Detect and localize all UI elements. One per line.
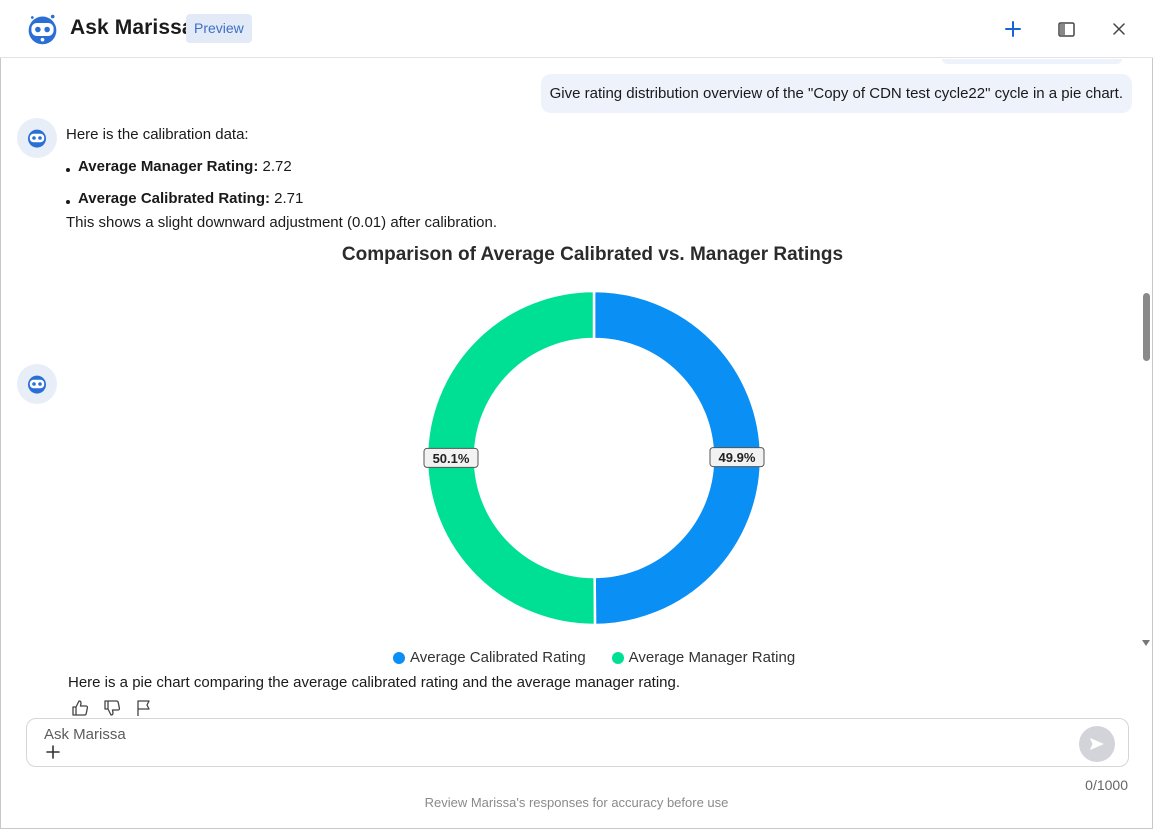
legend-item-calibrated[interactable]: Average Calibrated Rating [393,649,586,666]
report-button[interactable] [134,698,154,716]
bullet-calibrated-rating: Average Calibrated Rating: 2.71 [66,190,303,207]
side-panel-icon [1057,21,1075,37]
feedback-actions [70,698,154,716]
slice-percent-label: 50.1% [433,451,470,466]
slice-label-box [709,447,765,468]
pie-slice-calibrated[interactable] [592,289,763,627]
chart-legend: Average Calibrated Rating Average Manage… [393,649,795,666]
marissa-logo-icon [28,14,57,45]
donut-chart: 49.9% 50.1% [423,289,765,627]
slice-label: 50.1% [423,447,479,468]
attach-plus-icon[interactable] [45,744,61,760]
bullet-manager-rating: Average Manager Rating: 2.72 [66,158,292,175]
chart-title: Comparison of Average Calibrated vs. Man… [341,244,844,265]
legend-item-manager[interactable]: Average Manager Rating [611,649,796,666]
legend-label: Average Calibrated Rating [410,649,586,666]
new-chat-button[interactable] [998,14,1028,44]
slice-label: 49.9% [709,447,765,468]
scrollbar-thumb[interactable] [1143,293,1150,361]
send-button[interactable] [1079,726,1115,762]
legend-label: Average Manager Rating [628,649,796,666]
bullet-value: 2.72 [262,158,292,175]
slice-label-box [423,447,479,468]
user-message: Give rating distribution overview of the… [540,74,1132,113]
legend-swatch [611,651,624,664]
chart-caption-text: Here is a pie chart comparing the averag… [68,674,681,691]
scroll-down-arrow-icon[interactable] [1142,640,1150,646]
pie-slice-manager[interactable] [425,289,597,627]
previous-bubble-edge [942,59,1122,64]
flag-icon [137,700,150,716]
message-input[interactable] [44,723,1074,745]
preview-badge: Preview [186,14,252,43]
close-button[interactable] [1104,14,1134,44]
thumbs-down-button[interactable] [102,698,122,716]
thumbs-down-icon [104,700,121,716]
message-composer [26,718,1129,767]
marissa-avatar-icon [28,129,46,148]
bullet-label: Average Calibrated Rating: [78,190,270,207]
slice-percent-label: 49.9% [719,450,756,465]
bot-avatar [17,118,57,158]
plus-icon [1005,21,1021,37]
bot-intro-text: Here is the calibration data: [66,126,249,143]
close-icon [1113,23,1125,35]
thumbs-up-icon [72,700,89,716]
bot-avatar [17,364,57,404]
accuracy-disclaimer: Review Marissa's responses for accuracy … [424,795,729,810]
character-counter: 0/1000 [1085,777,1128,793]
scrollbar[interactable] [1139,59,1153,656]
thumbs-up-button[interactable] [70,698,90,716]
send-icon [1090,738,1104,750]
conversation-area[interactable]: Give rating distribution overview of the… [0,59,1140,716]
bullet-value: 2.71 [274,190,304,207]
app-title: Ask Marissa [70,16,194,39]
legend-swatch [393,651,405,664]
marissa-avatar-icon [28,375,46,394]
bot-summary-text: This shows a slight downward adjustment … [66,214,498,231]
bullet-label: Average Manager Rating: [78,158,259,175]
header: Ask Marissa Preview [0,0,1153,58]
toggle-panel-button[interactable] [1051,14,1081,44]
